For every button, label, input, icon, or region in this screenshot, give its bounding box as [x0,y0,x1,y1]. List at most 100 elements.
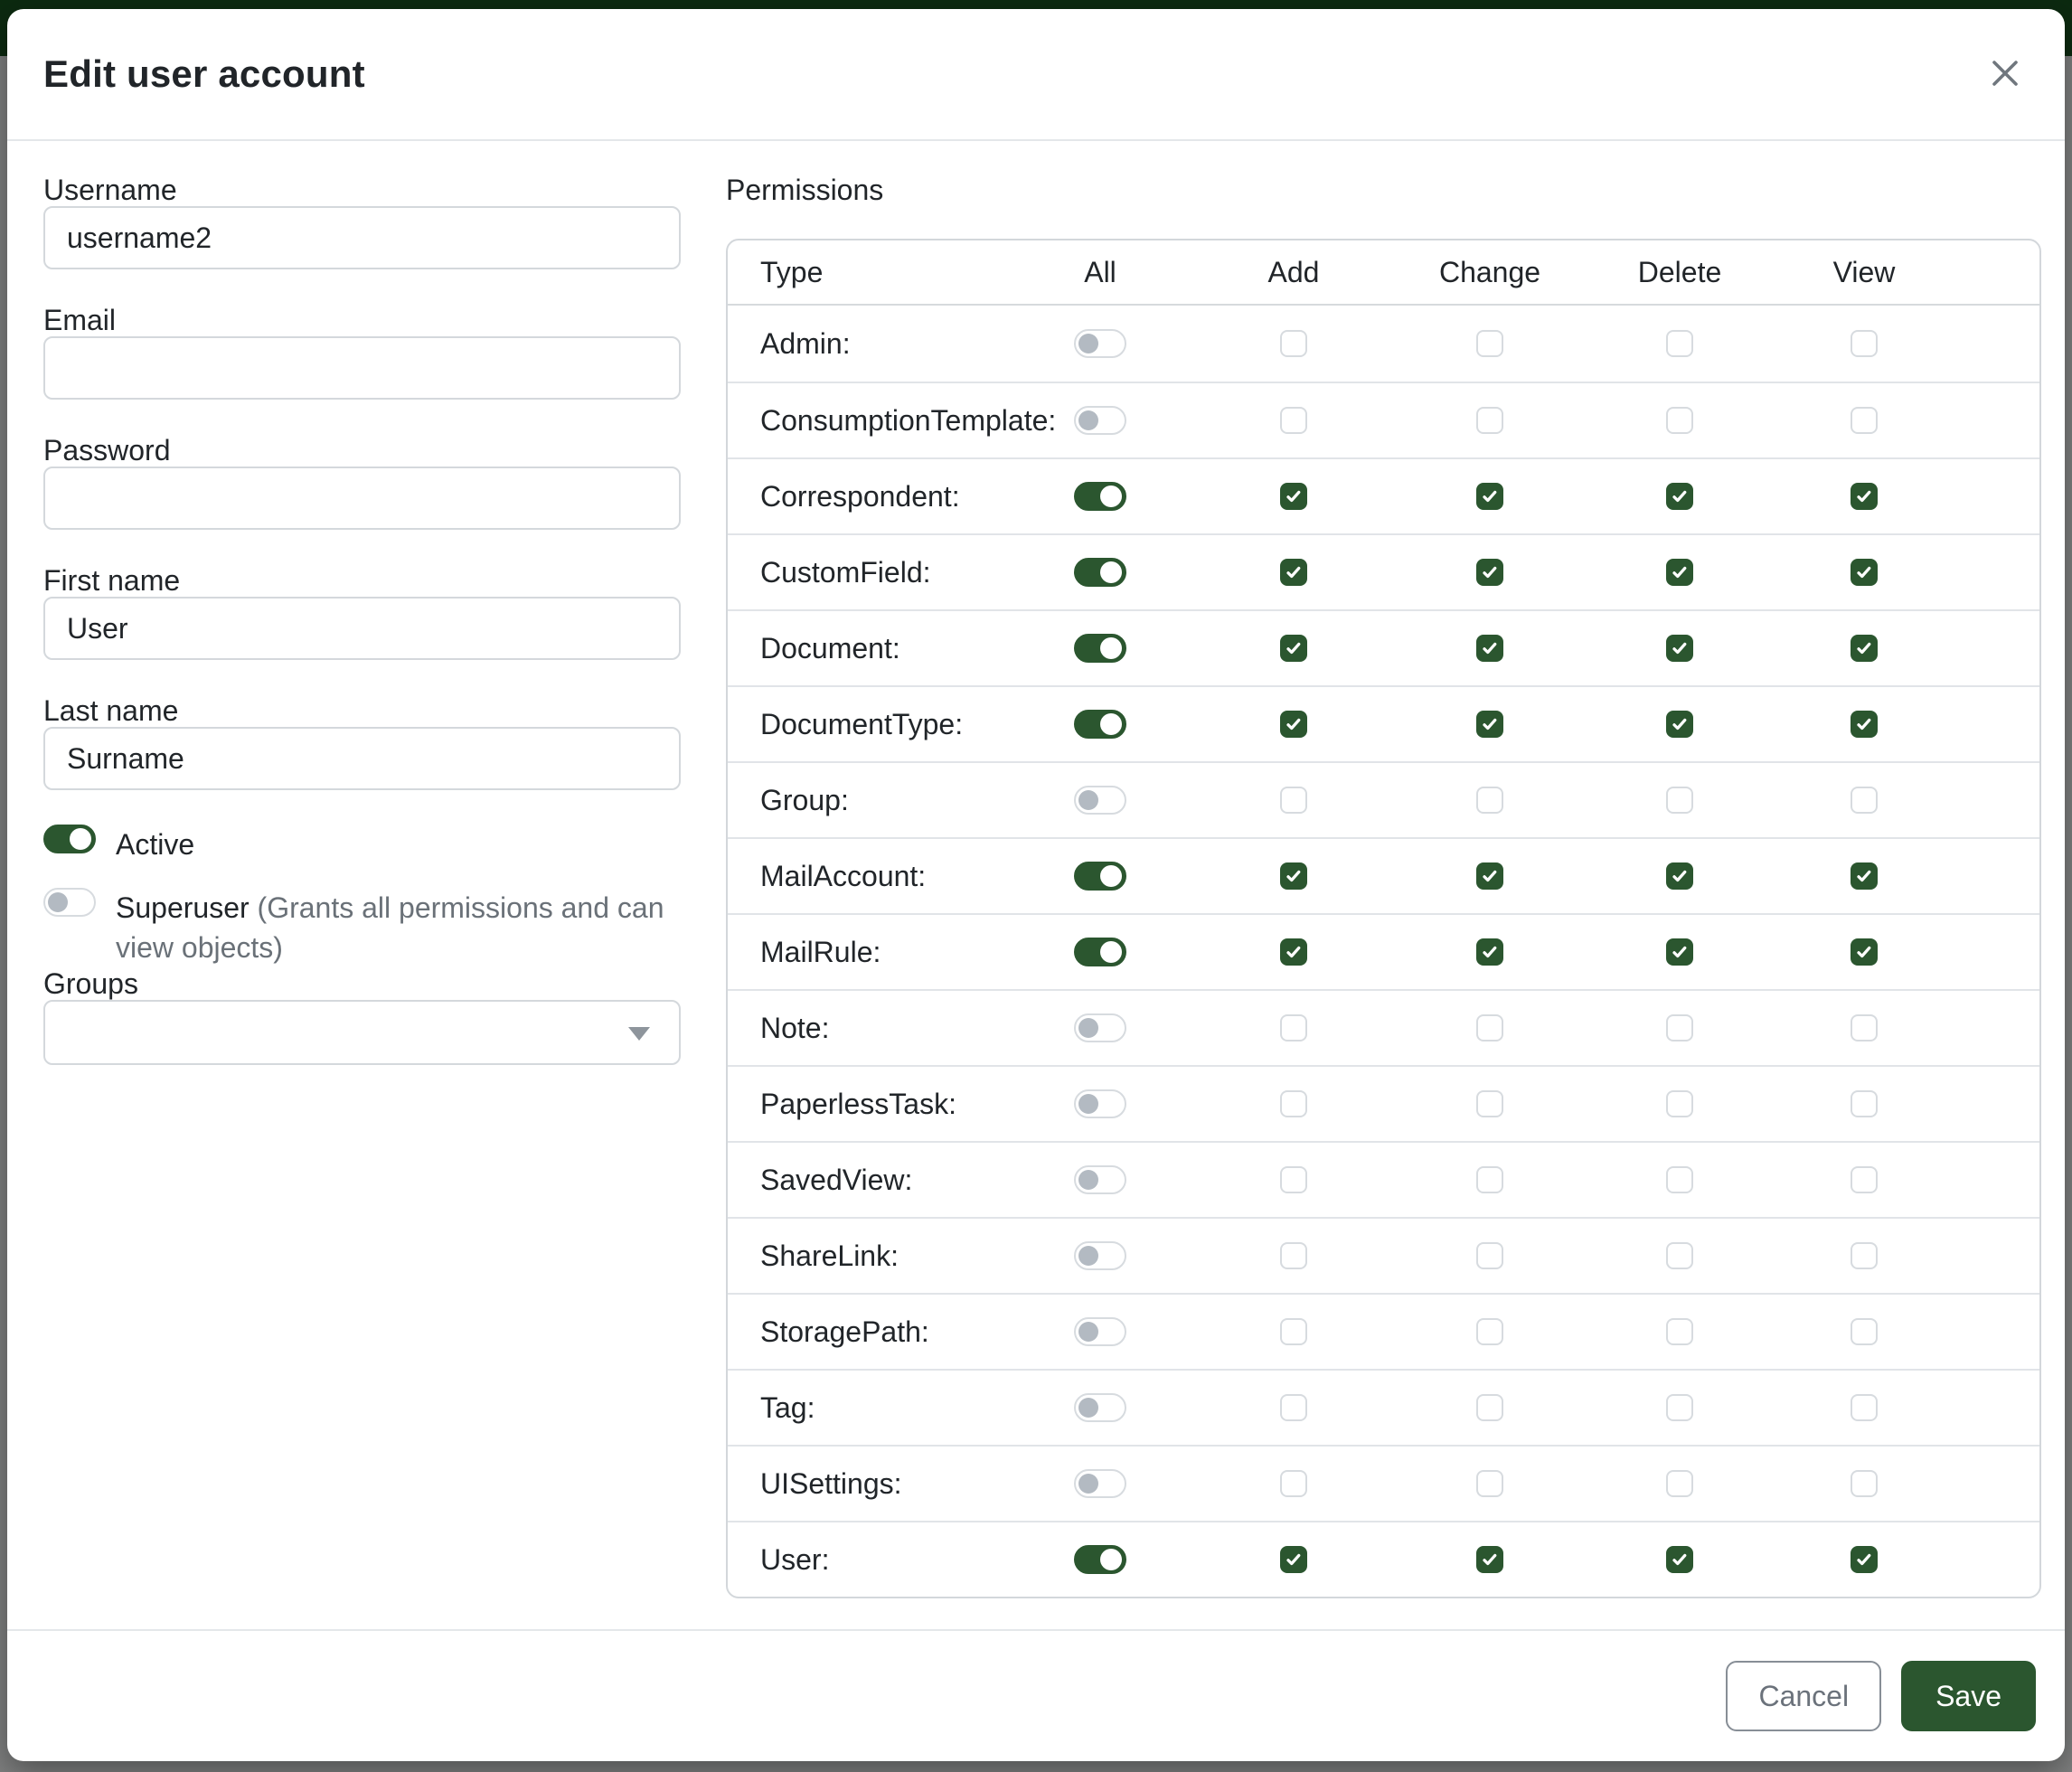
permission-add-checkbox[interactable] [1280,330,1307,357]
permission-delete-checkbox[interactable] [1666,330,1693,357]
permission-delete-checkbox[interactable] [1666,1394,1693,1421]
permission-view-checkbox[interactable] [1851,1166,1878,1193]
permission-delete-checkbox[interactable] [1666,1014,1693,1042]
permission-all-toggle[interactable] [1074,1013,1126,1042]
permission-all-toggle[interactable] [1074,558,1126,587]
permission-add-checkbox[interactable] [1280,1394,1307,1421]
permission-all-toggle[interactable] [1074,329,1126,358]
permission-delete-checkbox[interactable] [1666,1242,1693,1269]
permission-change-checkbox[interactable] [1476,1166,1503,1193]
permission-delete-checkbox[interactable] [1666,635,1693,662]
permission-all-toggle[interactable] [1074,1317,1126,1346]
permission-delete-checkbox[interactable] [1666,1546,1693,1573]
permission-add-checkbox[interactable] [1280,1318,1307,1345]
permission-all-toggle[interactable] [1074,634,1126,663]
permission-view-checkbox[interactable] [1851,1546,1878,1573]
permission-all-toggle[interactable] [1074,938,1126,966]
permission-add-checkbox[interactable] [1280,1090,1307,1117]
permission-delete-checkbox[interactable] [1666,483,1693,510]
active-toggle[interactable] [43,825,96,853]
permission-add-checkbox[interactable] [1280,483,1307,510]
permission-all-toggle[interactable] [1074,1165,1126,1194]
permission-all-toggle[interactable] [1074,1393,1126,1422]
email-input[interactable] [43,336,681,400]
permission-type-label: SavedView: [760,1164,912,1197]
permission-add-checkbox[interactable] [1280,1470,1307,1497]
permission-add-checkbox[interactable] [1280,1242,1307,1269]
permission-change-checkbox[interactable] [1476,407,1503,434]
permission-change-checkbox[interactable] [1476,1470,1503,1497]
permission-delete-checkbox[interactable] [1666,1470,1693,1497]
permission-view-checkbox[interactable] [1851,1318,1878,1345]
permission-add-checkbox[interactable] [1280,635,1307,662]
permission-change-checkbox[interactable] [1476,1394,1503,1421]
permission-view-checkbox[interactable] [1851,1014,1878,1042]
permission-view-checkbox[interactable] [1851,559,1878,586]
permission-delete-checkbox[interactable] [1666,1166,1693,1193]
permission-change-checkbox[interactable] [1476,787,1503,814]
permission-change-checkbox[interactable] [1476,1242,1503,1269]
permission-view-checkbox[interactable] [1851,407,1878,434]
permission-all-toggle[interactable] [1074,1241,1126,1270]
permission-all-toggle[interactable] [1074,406,1126,435]
permission-delete-checkbox[interactable] [1666,1090,1693,1117]
email-label: Email [43,304,116,336]
permission-change-checkbox[interactable] [1476,559,1503,586]
permission-view-checkbox[interactable] [1851,635,1878,662]
permission-all-toggle[interactable] [1074,862,1126,891]
permission-delete-checkbox[interactable] [1666,711,1693,738]
permission-change-checkbox[interactable] [1476,1546,1503,1573]
permission-add-checkbox[interactable] [1280,407,1307,434]
permission-view-checkbox[interactable] [1851,711,1878,738]
permission-all-toggle[interactable] [1074,710,1126,739]
permission-add-checkbox[interactable] [1280,711,1307,738]
permission-view-checkbox[interactable] [1851,938,1878,966]
toggle-knob [1100,865,1122,887]
permission-add-checkbox[interactable] [1280,787,1307,814]
permission-change-checkbox[interactable] [1476,862,1503,890]
password-input[interactable] [43,467,681,530]
permission-add-checkbox[interactable] [1280,1014,1307,1042]
permission-change-checkbox[interactable] [1476,635,1503,662]
permission-delete-checkbox[interactable] [1666,1318,1693,1345]
permission-add-checkbox[interactable] [1280,862,1307,890]
permission-view-checkbox[interactable] [1851,1470,1878,1497]
permission-view-checkbox[interactable] [1851,1242,1878,1269]
permission-view-checkbox[interactable] [1851,1394,1878,1421]
permission-add-checkbox[interactable] [1280,1546,1307,1573]
username-input[interactable] [43,206,681,269]
permission-all-toggle[interactable] [1074,1545,1126,1574]
permission-all-toggle[interactable] [1074,1469,1126,1498]
save-button[interactable]: Save [1901,1661,2036,1731]
permission-view-checkbox[interactable] [1851,1090,1878,1117]
permission-all-toggle[interactable] [1074,482,1126,511]
cancel-button[interactable]: Cancel [1726,1661,1881,1731]
permission-change-checkbox[interactable] [1476,330,1503,357]
permission-view-checkbox[interactable] [1851,862,1878,890]
permission-change-checkbox[interactable] [1476,1318,1503,1345]
permission-delete-checkbox[interactable] [1666,862,1693,890]
permission-add-checkbox[interactable] [1280,1166,1307,1193]
permission-all-toggle[interactable] [1074,786,1126,815]
permission-add-checkbox[interactable] [1280,559,1307,586]
groups-select[interactable] [43,1000,681,1065]
permission-delete-checkbox[interactable] [1666,407,1693,434]
close-button[interactable] [1980,49,2030,99]
permission-all-toggle[interactable] [1074,1089,1126,1118]
permission-change-checkbox[interactable] [1476,711,1503,738]
last-name-input[interactable] [43,727,681,790]
first-name-input[interactable] [43,597,681,660]
column-header-view: View [1771,256,1957,289]
permission-add-checkbox[interactable] [1280,938,1307,966]
permission-view-checkbox[interactable] [1851,787,1878,814]
permission-delete-checkbox[interactable] [1666,559,1693,586]
permission-change-checkbox[interactable] [1476,938,1503,966]
permission-view-checkbox[interactable] [1851,330,1878,357]
permission-change-checkbox[interactable] [1476,1090,1503,1117]
permission-delete-checkbox[interactable] [1666,938,1693,966]
permission-delete-checkbox[interactable] [1666,787,1693,814]
superuser-toggle[interactable] [43,888,96,917]
permission-change-checkbox[interactable] [1476,1014,1503,1042]
permission-change-checkbox[interactable] [1476,483,1503,510]
permission-view-checkbox[interactable] [1851,483,1878,510]
